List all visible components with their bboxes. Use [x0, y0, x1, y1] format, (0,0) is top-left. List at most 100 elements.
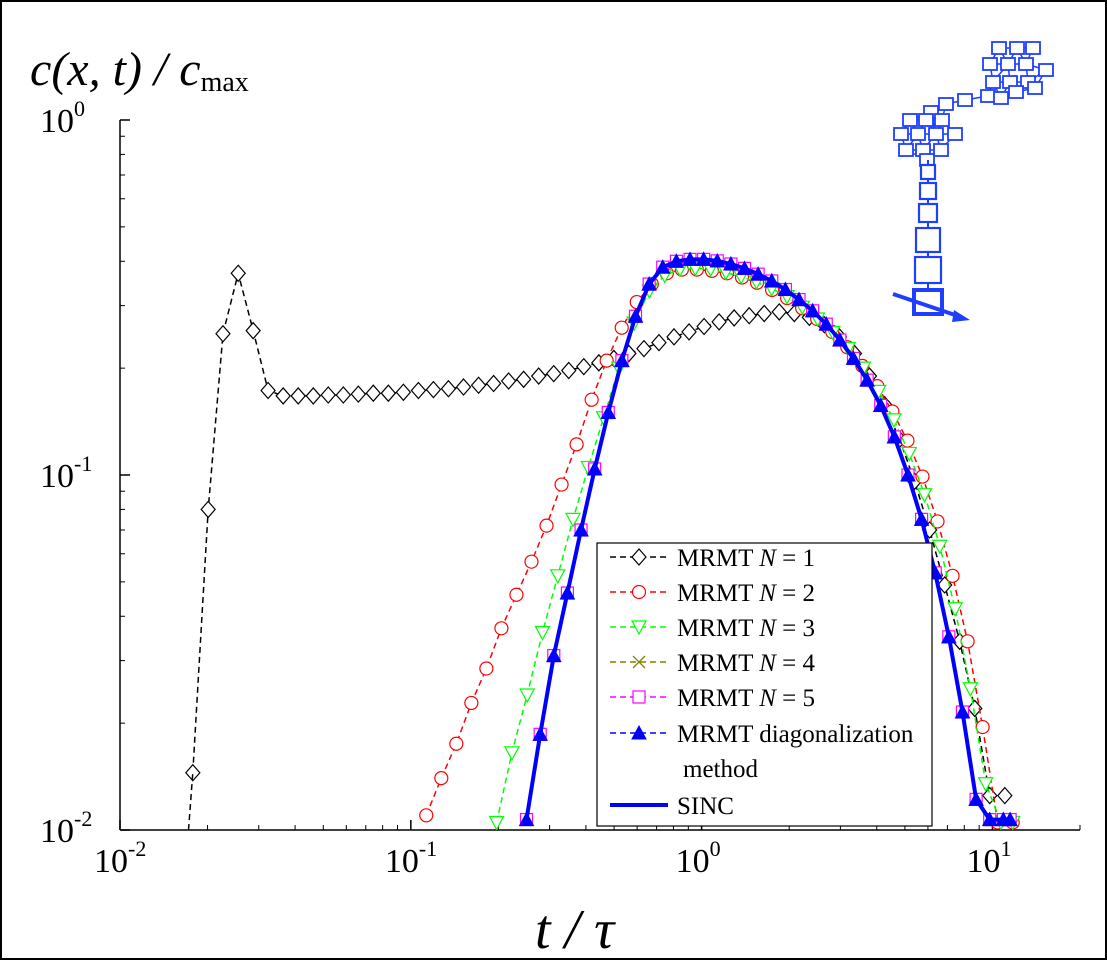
data-point — [365, 384, 382, 403]
x-tick-label: 100 — [676, 836, 721, 880]
data-point — [479, 661, 494, 676]
x-label-slash: / — [551, 899, 595, 960]
data-point — [395, 383, 412, 402]
y-label-sub: max — [201, 67, 249, 98]
data-point — [275, 387, 291, 405]
legend-label-suffix: = 4 — [776, 650, 816, 677]
data-point — [560, 361, 577, 380]
data-point — [818, 316, 835, 331]
y-tick-exp: -1 — [74, 451, 92, 476]
data-point — [947, 602, 964, 618]
data-point — [614, 352, 630, 368]
data-point — [726, 309, 742, 327]
data-point — [549, 569, 566, 585]
legend-label-prefix: MRMT — [677, 650, 759, 677]
data-point — [968, 791, 984, 806]
data-point — [419, 808, 434, 823]
inset-node — [913, 255, 943, 285]
y-tick-exp: -2 — [74, 806, 92, 831]
data-point — [565, 512, 582, 528]
series-layer — [185, 251, 1021, 831]
data-point — [681, 322, 697, 341]
legend-label: MRMT N = 1 — [677, 545, 815, 572]
x-tick-base: 10 — [94, 843, 128, 880]
legend-label-prefix: MRMT — [677, 580, 759, 607]
data-point — [954, 703, 971, 719]
legend-label: MRMT N = 4 — [677, 650, 815, 677]
data-point — [723, 255, 739, 271]
data-point — [245, 321, 261, 340]
data-point — [410, 381, 427, 400]
data-point — [930, 514, 945, 529]
legend-marker — [631, 548, 647, 566]
data-point — [945, 568, 960, 583]
legend-label: MRMT N = 3 — [677, 615, 815, 642]
data-point — [832, 331, 848, 347]
legend-entry: MRMT N = 5 — [610, 685, 815, 712]
legend-label-suffix: = 2 — [776, 580, 815, 607]
data-point — [260, 381, 276, 400]
data-point — [709, 252, 726, 268]
legend-label: MRMT diagonalization — [677, 721, 914, 748]
x-tick-label: 10-1 — [385, 836, 437, 880]
legend-entry: MRMT diagonalization method — [610, 721, 914, 783]
inset-node — [933, 143, 949, 157]
data-point — [804, 302, 821, 318]
legend-marker — [632, 655, 646, 669]
inset-node — [1009, 41, 1025, 55]
inset-node — [928, 127, 944, 141]
data-point — [455, 378, 472, 396]
data-point — [981, 811, 998, 827]
data-point — [575, 357, 592, 376]
inset-node — [898, 143, 914, 157]
legend-marker — [630, 620, 648, 636]
data-point — [488, 815, 505, 830]
data-point — [960, 634, 975, 649]
data-point — [941, 628, 957, 644]
data-point — [185, 763, 201, 782]
y-label-c: c — [30, 43, 51, 96]
data-point — [900, 466, 916, 482]
legend-label-line2: method — [683, 756, 758, 783]
data-point — [641, 276, 657, 291]
series-6 — [518, 251, 1018, 827]
data-point — [913, 511, 930, 526]
inset-node — [1000, 57, 1016, 71]
data-point — [711, 312, 727, 331]
data-point — [530, 367, 547, 385]
data-point — [464, 695, 479, 711]
data-point — [425, 380, 442, 399]
x-ticks: 10-2 10-1 100 101 — [94, 820, 1081, 880]
legend-label-suffix: = 1 — [776, 545, 815, 572]
data-point — [559, 584, 576, 600]
data-point — [977, 777, 994, 792]
x-tick-label: 10-2 — [94, 836, 146, 880]
data-point — [791, 291, 807, 307]
inset-node — [938, 97, 954, 111]
inset-node — [918, 113, 934, 127]
data-point — [532, 726, 549, 741]
data-point — [1002, 811, 1018, 827]
legend-label-var: N — [758, 650, 777, 677]
x-tick-base: 10 — [676, 843, 710, 880]
data-point — [695, 251, 712, 266]
inset-node — [947, 127, 963, 141]
network-graph-icon — [892, 41, 1054, 322]
legend-label-prefix: SINC — [677, 793, 734, 820]
data-point — [230, 264, 247, 283]
data-point — [440, 379, 457, 398]
legend-label-prefix: MRMT — [677, 545, 759, 572]
data-point — [627, 308, 644, 323]
legend-label-prefix: MRMT — [677, 685, 759, 712]
data-point — [449, 736, 464, 751]
data-point — [736, 260, 753, 275]
inset-node — [914, 226, 942, 254]
inset-node — [910, 127, 926, 141]
data-point — [515, 370, 532, 389]
x-tick-base: 10 — [385, 843, 419, 880]
data-point — [614, 320, 629, 335]
